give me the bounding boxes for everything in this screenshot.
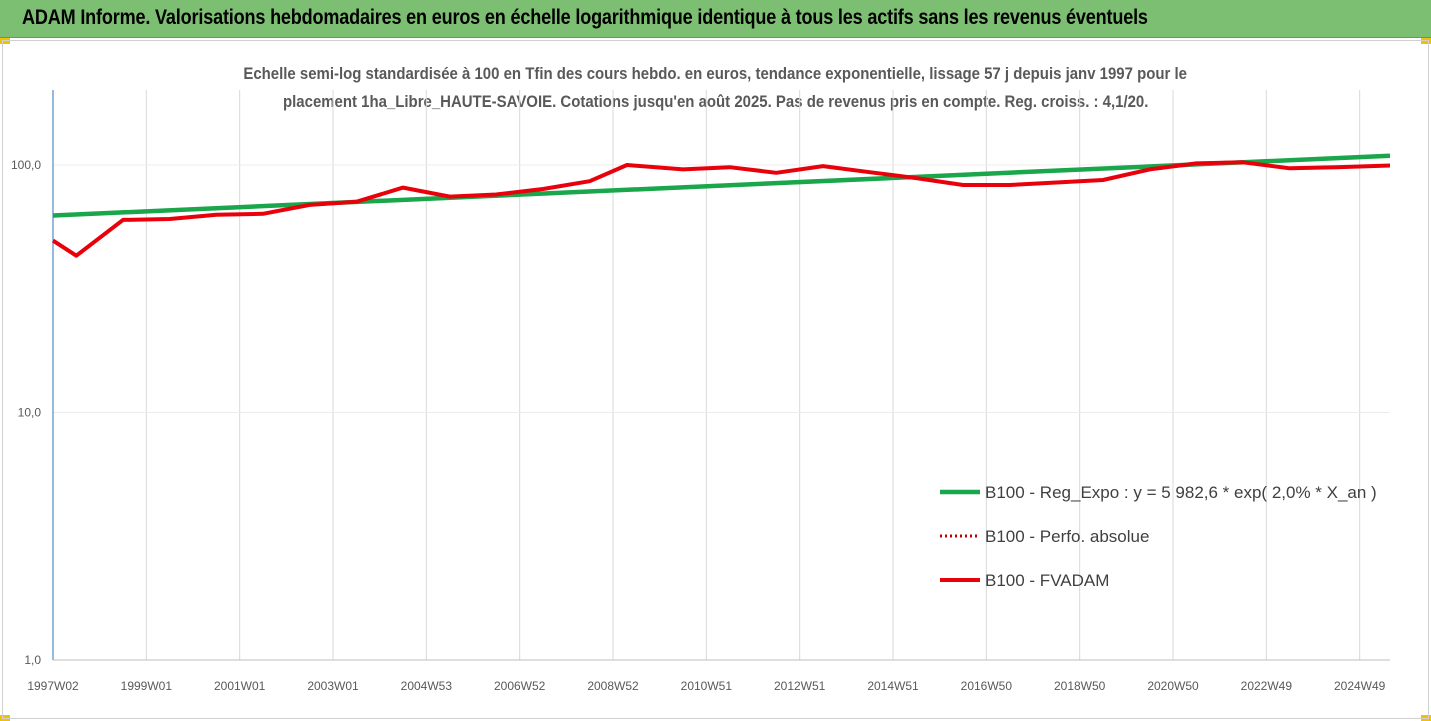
x-tick-label: 2016W50	[961, 679, 1013, 693]
y-tick-label: 10,0	[18, 406, 42, 420]
x-tick-label: 2024W49	[1334, 679, 1386, 693]
chart-title-line-1: Echelle semi-log standardisée à 100 en T…	[243, 64, 1188, 83]
corner-marker-right	[1421, 38, 1431, 44]
y-tick-label: 1,0	[24, 653, 41, 667]
x-tick-label: 1997W02	[27, 679, 79, 693]
x-tick-label: 2008W52	[587, 679, 639, 693]
report-header: ADAM Informe. Valorisations hebdomadaire…	[0, 0, 1431, 38]
legend-label: B100 - Perfo. absolue	[985, 527, 1149, 546]
report-title: ADAM Informe. Valorisations hebdomadaire…	[22, 6, 1148, 29]
series-line-fvadam	[51, 160, 1391, 258]
x-tick-label: 2003W01	[307, 679, 359, 693]
legend-label: B100 - FVADAM	[985, 571, 1109, 590]
x-tick-label: 2022W49	[1241, 679, 1293, 693]
x-tick-label: 2014W51	[867, 679, 919, 693]
chart-title-line-2: placement 1ha_Libre_HAUTE-SAVOIE. Cotati…	[282, 92, 1149, 111]
x-tick-label: 1999W01	[121, 679, 173, 693]
x-tick-label: 2018W50	[1054, 679, 1106, 693]
x-tick-label: 2006W52	[494, 679, 546, 693]
x-tick-label: 2020W50	[1147, 679, 1199, 693]
x-tick-label: 2012W51	[774, 679, 826, 693]
y-tick-label: 100,0	[11, 158, 41, 172]
legend-label: B100 - Reg_Expo : y = 5 982,6 * exp( 2,0…	[985, 483, 1377, 502]
corner-marker-left	[0, 38, 10, 44]
x-tick-label: 2001W01	[214, 679, 266, 693]
x-tick-label: 2010W51	[681, 679, 733, 693]
x-tick-label: 2004W53	[401, 679, 453, 693]
chart-area	[2, 40, 1429, 719]
